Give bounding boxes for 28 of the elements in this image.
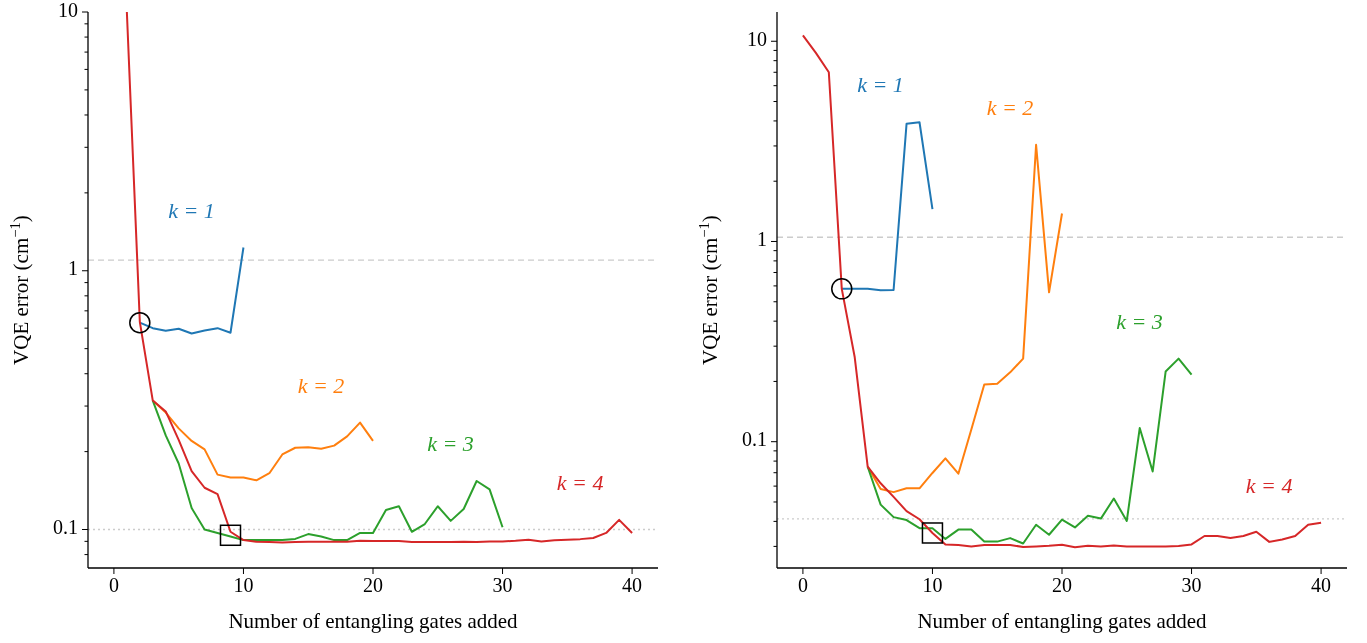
x-tick-label: 10 [922,574,943,596]
line-series [866,357,1193,545]
line-series [801,34,1323,549]
y-tick-label: 1 [68,257,78,280]
series-label: k = 4 [556,469,604,495]
y-tick-label: 1 [757,228,767,251]
series-label: k = 3 [1116,308,1163,334]
series-label: k = 1 [857,72,904,98]
y-tick-label: 10 [747,27,767,50]
x-tick-label: 40 [1311,574,1332,596]
x-tick-label: 10 [233,574,254,596]
series-label: k = 4 [1245,472,1293,498]
x-tick-label: 20 [363,574,383,596]
x-tick-label: 20 [1052,574,1072,596]
x-tick-label: 0 [108,574,119,596]
x-axis-title: Number of entangling gates added [917,609,1208,633]
y-tick-label: 10 [58,0,78,21]
series-label: k = 3 [427,431,474,457]
x-tick-label: 30 [492,574,513,596]
y-tick-label: 0.1 [742,428,767,451]
y-tick-label: 0.1 [53,516,78,539]
series-label: k = 2 [297,372,345,398]
x-tick-label: 30 [1181,574,1202,596]
x-tick-label: 0 [797,574,808,596]
series-label: k = 2 [986,94,1034,120]
series-label: k = 1 [168,197,215,223]
x-tick-label: 40 [622,574,643,596]
x-axis-title: Number of entangling gates added [228,609,519,633]
